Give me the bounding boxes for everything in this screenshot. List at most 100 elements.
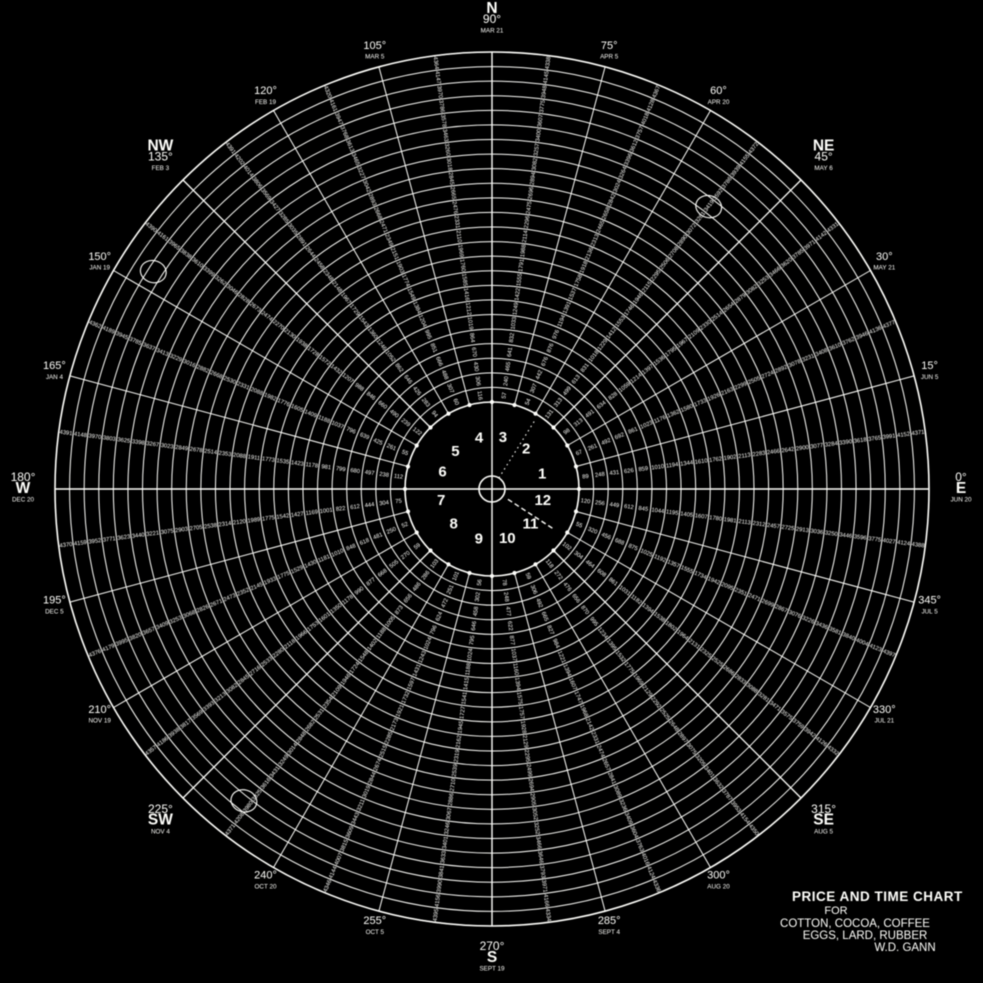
- svg-text:612: 612: [624, 504, 634, 511]
- svg-text:449: 449: [609, 502, 619, 509]
- svg-text:622: 622: [506, 621, 513, 631]
- svg-text:6: 6: [438, 463, 446, 480]
- svg-text:DEC 20: DEC 20: [12, 497, 35, 504]
- svg-text:SW: SW: [148, 812, 173, 829]
- svg-text:240: 240: [503, 376, 510, 386]
- svg-text:45°: 45°: [815, 150, 833, 164]
- svg-text:210°: 210°: [88, 704, 111, 716]
- svg-text:238: 238: [379, 472, 389, 479]
- svg-text:90°: 90°: [483, 12, 501, 26]
- svg-text:165°: 165°: [43, 360, 66, 372]
- svg-text:89: 89: [582, 474, 589, 481]
- svg-text:832: 832: [509, 333, 516, 343]
- svg-text:612: 612: [350, 504, 360, 511]
- svg-text:S: S: [487, 949, 497, 966]
- svg-text:60°: 60°: [710, 85, 727, 97]
- svg-text:120°: 120°: [254, 85, 277, 97]
- svg-text:641: 641: [507, 347, 514, 357]
- svg-text:APR 20: APR 20: [708, 99, 730, 106]
- svg-text:822: 822: [336, 506, 346, 513]
- svg-text:300°: 300°: [707, 870, 730, 882]
- svg-text:670: 670: [470, 347, 477, 357]
- svg-text:15°: 15°: [921, 360, 938, 372]
- svg-text:SE: SE: [813, 812, 834, 829]
- svg-text:7: 7: [437, 492, 445, 509]
- svg-text:JUN 5: JUN 5: [921, 374, 939, 381]
- svg-text:75: 75: [395, 498, 402, 505]
- svg-text:MAR 5: MAR 5: [365, 54, 385, 61]
- svg-text:57: 57: [501, 392, 508, 399]
- svg-text:430: 430: [472, 361, 479, 371]
- svg-text:11: 11: [522, 515, 538, 532]
- svg-text:465: 465: [505, 361, 512, 371]
- svg-text:646: 646: [471, 621, 478, 631]
- svg-text:845: 845: [638, 506, 648, 513]
- svg-text:248: 248: [595, 472, 605, 479]
- svg-text:2: 2: [522, 441, 530, 458]
- svg-text:877: 877: [508, 635, 515, 645]
- svg-text:MAY 21: MAY 21: [873, 265, 895, 272]
- svg-text:MAY 6: MAY 6: [814, 165, 833, 172]
- svg-text:105°: 105°: [363, 40, 386, 52]
- svg-text:458: 458: [473, 606, 480, 616]
- svg-text:120: 120: [580, 498, 590, 505]
- svg-text:306: 306: [474, 376, 481, 386]
- svg-text:FOR: FOR: [824, 905, 847, 917]
- svg-text:75°: 75°: [601, 40, 618, 52]
- svg-text:AUG 5: AUG 5: [814, 828, 833, 835]
- svg-text:799: 799: [335, 466, 345, 473]
- svg-text:MAR 21: MAR 21: [481, 28, 504, 35]
- svg-text:COTTON, COCOA, COFFEE: COTTON, COCOA, COFFEE: [780, 918, 930, 930]
- svg-text:150°: 150°: [88, 251, 111, 263]
- svg-text:E: E: [956, 480, 966, 497]
- svg-text:330°: 330°: [873, 704, 896, 716]
- svg-text:626: 626: [624, 468, 634, 475]
- svg-text:285°: 285°: [598, 915, 621, 927]
- svg-text:PRICE AND TIME CHART: PRICE AND TIME CHART: [792, 889, 963, 904]
- svg-text:JUN 20: JUN 20: [951, 497, 972, 504]
- svg-text:255°: 255°: [363, 915, 386, 927]
- svg-text:431: 431: [609, 470, 619, 477]
- svg-text:302: 302: [475, 592, 482, 602]
- svg-text:OCT 5: OCT 5: [366, 929, 385, 936]
- svg-text:680: 680: [350, 468, 360, 475]
- svg-text:477: 477: [504, 606, 511, 616]
- svg-text:240°: 240°: [254, 870, 277, 882]
- svg-text:8: 8: [450, 515, 458, 532]
- svg-text:981: 981: [321, 464, 331, 471]
- svg-text:NOV 19: NOV 19: [88, 718, 111, 725]
- svg-text:78: 78: [500, 579, 507, 586]
- svg-text:795: 795: [469, 635, 476, 645]
- svg-text:JAN 4: JAN 4: [46, 374, 64, 381]
- svg-text:SEPT 4: SEPT 4: [598, 929, 620, 936]
- svg-text:W.D. GANN: W.D. GANN: [874, 942, 935, 954]
- svg-text:256: 256: [595, 500, 605, 507]
- svg-text:FEB 19: FEB 19: [255, 99, 276, 106]
- svg-text:SEPT 19: SEPT 19: [479, 966, 505, 973]
- svg-text:W: W: [16, 480, 31, 497]
- svg-text:116: 116: [476, 391, 483, 401]
- svg-text:APR 5: APR 5: [600, 54, 619, 61]
- svg-text:AUG 20: AUG 20: [707, 883, 730, 890]
- svg-text:JUL 5: JUL 5: [921, 608, 938, 615]
- svg-text:DEC 5: DEC 5: [45, 608, 64, 615]
- svg-text:859: 859: [638, 466, 648, 473]
- svg-text:112: 112: [393, 474, 403, 481]
- svg-text:10: 10: [499, 530, 516, 547]
- svg-text:OCT 20: OCT 20: [255, 883, 277, 890]
- svg-text:9: 9: [475, 530, 483, 547]
- svg-text:135°: 135°: [148, 150, 173, 164]
- svg-text:4: 4: [475, 429, 484, 446]
- svg-text:1: 1: [538, 466, 546, 483]
- svg-text:345°: 345°: [918, 595, 941, 607]
- svg-text:JAN 19: JAN 19: [89, 265, 110, 272]
- svg-text:3: 3: [499, 429, 507, 446]
- svg-text:FEB 3: FEB 3: [152, 165, 170, 172]
- svg-text:NOV 4: NOV 4: [151, 828, 170, 835]
- svg-text:248: 248: [502, 592, 509, 602]
- svg-text:195°: 195°: [43, 595, 66, 607]
- svg-text:497: 497: [364, 470, 374, 477]
- svg-text:5: 5: [451, 443, 459, 460]
- svg-text:JUL 21: JUL 21: [874, 718, 894, 725]
- svg-text:30°: 30°: [876, 251, 893, 263]
